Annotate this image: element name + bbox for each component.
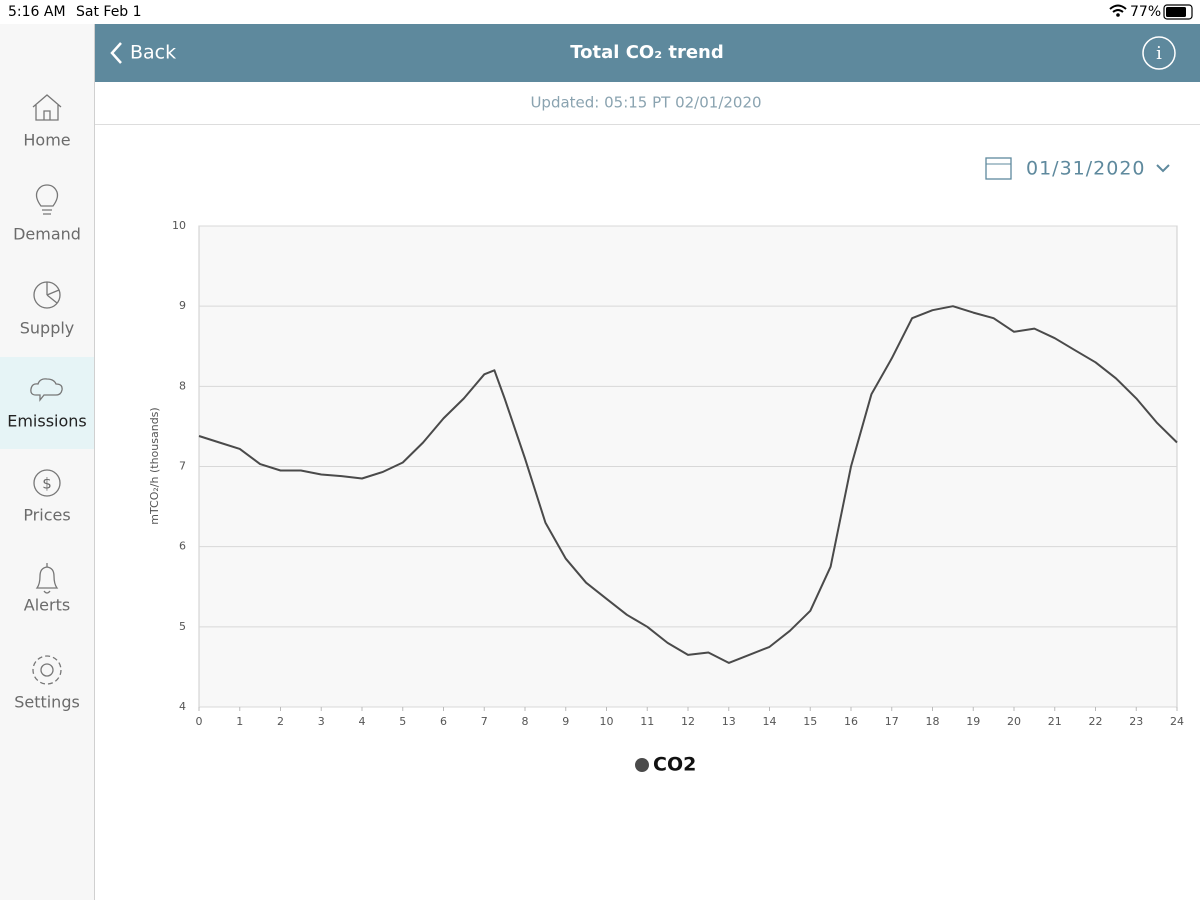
x-tick-label: 17 [885,715,899,728]
nav-emissions[interactable]: Emissions [7,378,87,431]
battery-level [1166,7,1186,17]
nav-label[interactable]: Prices [23,506,70,525]
back-label[interactable]: Back [130,42,176,64]
nav-alerts[interactable]: Alerts [24,563,70,615]
nav-label[interactable]: Demand [13,225,81,244]
prices-icon-symbol: $ [42,475,52,493]
info-glyph: i [1156,43,1162,64]
legend-swatch [635,758,649,772]
status-date: Sat Feb 1 [76,4,142,20]
x-tick-label: 14 [763,715,777,728]
x-tick-label: 21 [1048,715,1062,728]
x-tick-label: 22 [1089,715,1103,728]
prices-icon [33,469,61,497]
y-tick-label: 4 [179,700,186,713]
nav-home[interactable]: Home [23,94,71,150]
status-time: 5:16 AM [8,4,66,20]
x-tick-label: 9 [562,715,569,728]
nav-label[interactable]: Alerts [24,596,70,615]
wifi-dot [1116,13,1120,17]
date-chevron [1156,164,1170,173]
y-tick-label: 7 [179,460,186,473]
y-tick-label: 8 [179,379,186,392]
x-tick-label: 24 [1170,715,1184,728]
x-tick-label: 19 [966,715,980,728]
y-tick-label: 10 [172,219,186,232]
x-tick-label: 4 [359,715,366,728]
x-tick-label: 6 [440,715,447,728]
settings-icon-core [40,663,54,677]
x-tick-label: 20 [1007,715,1021,728]
x-tick-label: 11 [640,715,654,728]
date-text[interactable]: 01/31/2020 [1026,158,1146,180]
data-line [198,305,1178,664]
sidebar [0,24,94,900]
y-tick-label: 5 [179,620,186,633]
supply-icon-lines [46,282,60,304]
x-tick-label: 3 [318,715,325,728]
y-tick-label: 6 [179,540,186,553]
x-tick-label: 12 [681,715,695,728]
wifi-icon [1109,4,1127,13]
nav: Home Demand Supply Emissions $ Prices Al… [7,94,87,712]
nav-label[interactable]: Supply [20,319,75,338]
nav-prices[interactable]: $ Prices [23,469,71,525]
calendar-icon [985,157,1012,180]
home-icon [32,94,62,121]
settings-icon [32,655,62,685]
x-tick-label: 16 [844,715,858,728]
header-title: Total CO₂ trend [570,42,724,63]
x-tick-label: 5 [399,715,406,728]
back-button[interactable]: Back [110,42,176,64]
emissions-icon [30,378,63,402]
nav-label[interactable]: Home [23,131,70,150]
x-tick-label: 2 [277,715,284,728]
x-tick-label: 1 [236,715,243,728]
demand-icon [35,184,59,215]
nav-settings[interactable]: Settings [14,655,80,712]
battery-text: 77% [1130,4,1161,20]
x-tick-label: 8 [522,715,529,728]
x-tick-label: 7 [481,715,488,728]
x-tick-label: 15 [803,715,817,728]
nav-demand[interactable]: Demand [13,184,81,244]
nav-supply[interactable]: Supply [20,281,75,338]
battery-icon [1163,4,1193,20]
y-axis-label: mTCO₂/h (thousands) [148,407,161,524]
info-circle [1142,36,1176,70]
back-chevron [110,42,122,64]
legend-label: CO2 [653,754,696,776]
header-bar [95,24,1200,82]
info-button[interactable]: i [1142,36,1176,70]
date-picker[interactable]: 01/31/2020 [985,157,1170,180]
x-tick-label: 23 [1129,715,1143,728]
x-tick-label: 10 [600,715,614,728]
y-tick-label: 9 [179,299,186,312]
nav-label[interactable]: Emissions [7,412,87,431]
nav-label[interactable]: Settings [14,693,80,712]
x-tick-label: 13 [722,715,736,728]
x-tick-label: 18 [926,715,940,728]
nav-active-bg [0,357,94,449]
updated-text: Updated: 05:15 PT 02/01/2020 [530,94,761,112]
alerts-icon [35,563,59,594]
x-tick-label: 0 [196,715,203,728]
